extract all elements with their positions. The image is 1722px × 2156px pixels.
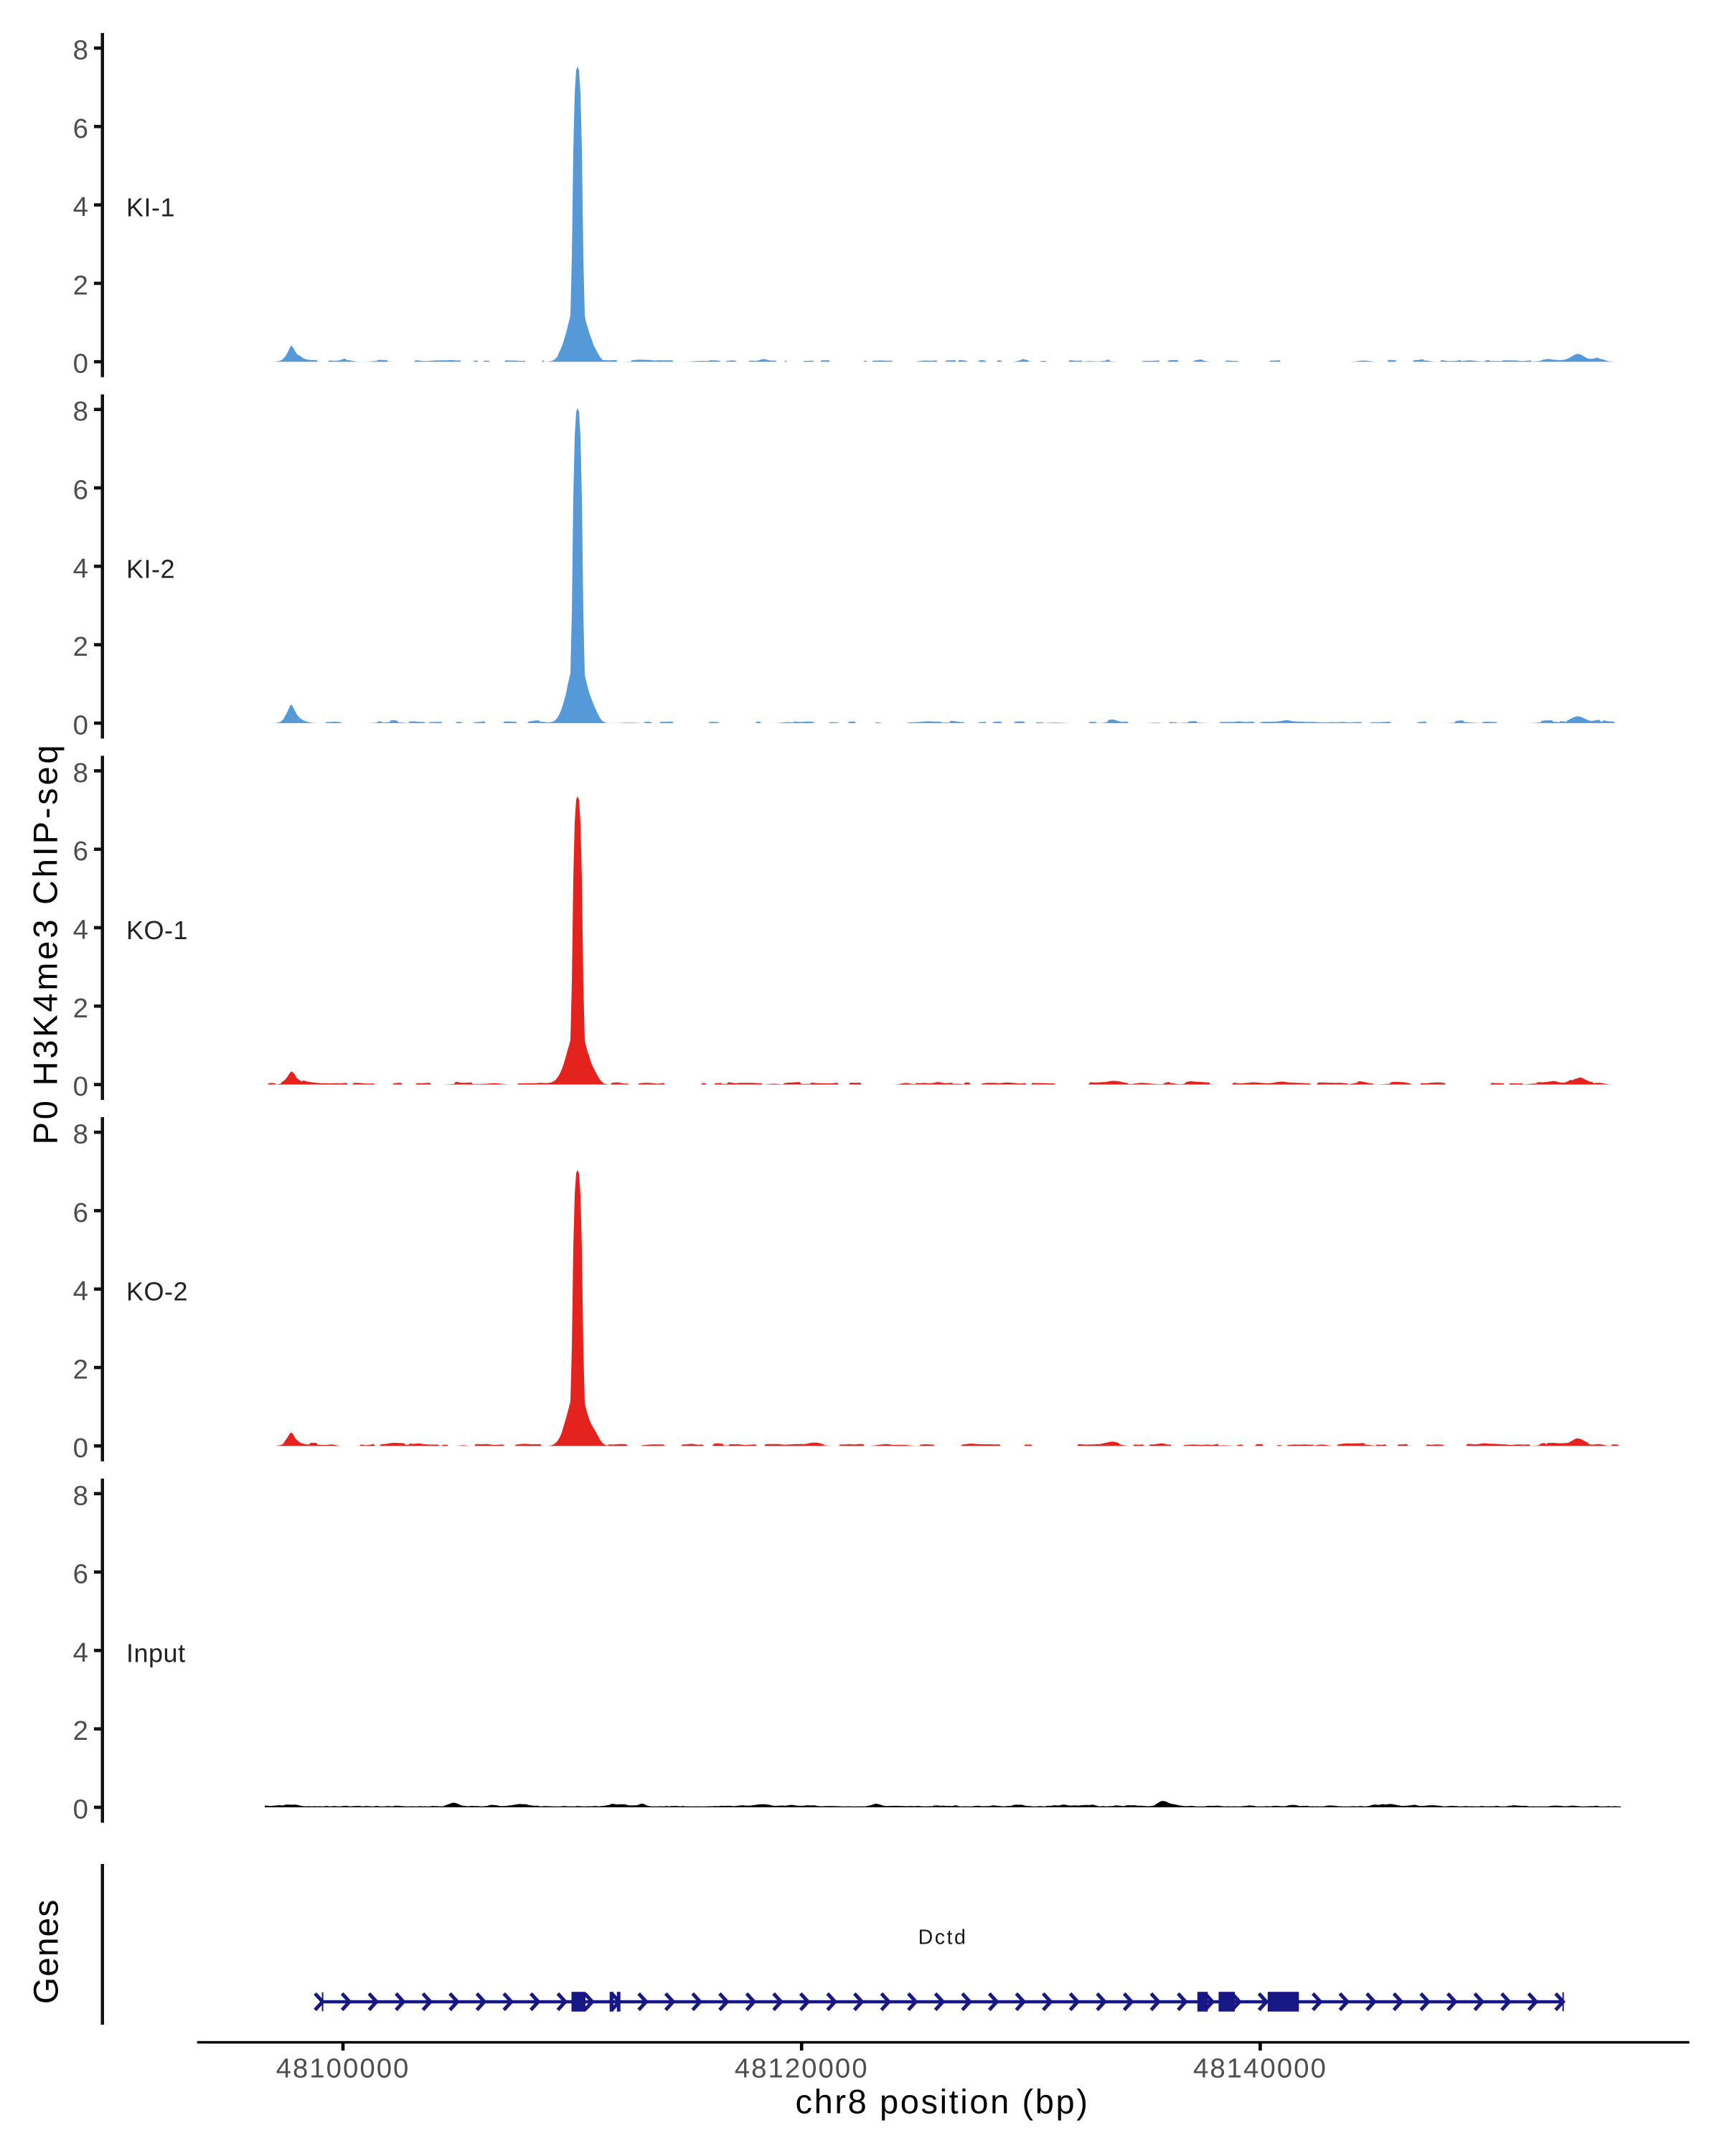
svg-text:KO-2: KO-2	[126, 1277, 188, 1307]
svg-text:48100000: 48100000	[276, 2053, 410, 2084]
svg-text:0: 0	[73, 710, 88, 740]
svg-text:0: 0	[73, 1071, 88, 1102]
svg-text:4: 4	[73, 553, 88, 584]
svg-text:Input: Input	[126, 1638, 186, 1667]
svg-text:8: 8	[73, 1480, 88, 1511]
svg-text:2: 2	[73, 631, 88, 662]
svg-text:48120000: 48120000	[735, 2053, 869, 2084]
svg-text:2: 2	[73, 993, 88, 1024]
svg-text:4: 4	[73, 1276, 88, 1307]
svg-text:6: 6	[73, 836, 88, 867]
svg-text:4: 4	[73, 915, 88, 946]
svg-text:2: 2	[73, 1715, 88, 1746]
svg-text:2: 2	[73, 1355, 88, 1385]
svg-text:8: 8	[73, 758, 88, 789]
svg-text:6: 6	[73, 1559, 88, 1590]
svg-text:0: 0	[73, 1794, 88, 1825]
svg-text:2: 2	[73, 270, 88, 301]
svg-text:4: 4	[73, 1637, 88, 1668]
svg-text:0: 0	[73, 349, 88, 380]
svg-text:4: 4	[73, 192, 88, 222]
svg-text:8: 8	[73, 1119, 88, 1150]
svg-text:6: 6	[73, 113, 88, 144]
svg-text:8: 8	[73, 396, 88, 427]
svg-text:KO-1: KO-1	[126, 915, 188, 945]
svg-text:0: 0	[73, 1433, 88, 1464]
svg-text:8: 8	[73, 35, 88, 66]
svg-text:chr8 position (bp): chr8 position (bp)	[796, 2083, 1090, 2121]
svg-text:Dctd: Dctd	[918, 1926, 968, 1949]
svg-text:6: 6	[73, 1197, 88, 1228]
svg-text:KI-2: KI-2	[126, 554, 175, 583]
svg-text:6: 6	[73, 475, 88, 506]
svg-text:48140000: 48140000	[1193, 2053, 1327, 2084]
svg-text:Genes: Genes	[28, 1899, 66, 2004]
svg-text:KI-1: KI-1	[126, 193, 175, 222]
svg-text:P0 H3K4me3 ChIP-seq: P0 H3K4me3 ChIP-seq	[27, 743, 65, 1145]
